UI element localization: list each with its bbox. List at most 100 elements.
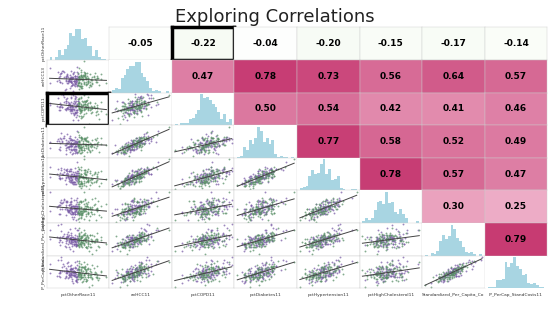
Point	[122, 270, 130, 275]
Point	[194, 239, 202, 244]
Point	[274, 259, 283, 264]
Point	[123, 147, 131, 152]
Point	[365, 273, 374, 278]
Point	[435, 276, 444, 281]
Point	[321, 209, 330, 214]
Point	[373, 236, 382, 242]
Point	[204, 208, 213, 213]
Point	[140, 99, 149, 104]
Point	[83, 108, 92, 113]
Point	[76, 174, 85, 179]
Point	[77, 245, 86, 250]
Point	[86, 148, 95, 154]
Point	[121, 202, 130, 207]
Point	[219, 142, 228, 147]
Point	[133, 141, 142, 146]
Point	[68, 273, 76, 278]
Point	[62, 271, 71, 276]
Point	[136, 138, 145, 143]
Point	[184, 217, 192, 223]
Point	[261, 277, 270, 282]
Point	[130, 203, 139, 208]
Point	[185, 274, 194, 279]
Point	[139, 209, 148, 214]
Point	[129, 173, 138, 178]
Point	[82, 102, 91, 108]
Point	[326, 199, 335, 204]
Point	[202, 172, 211, 177]
Point	[126, 175, 135, 181]
Point	[128, 105, 136, 110]
Point	[250, 209, 259, 214]
Point	[76, 171, 85, 176]
Point	[73, 71, 82, 77]
Point	[73, 217, 82, 222]
Point	[144, 198, 152, 203]
Point	[82, 269, 91, 274]
Point	[388, 223, 397, 228]
Point	[253, 197, 262, 202]
Point	[130, 107, 139, 112]
Point	[203, 263, 212, 269]
Point	[83, 241, 92, 246]
Point	[97, 237, 106, 242]
Point	[94, 169, 102, 174]
Point	[320, 232, 329, 237]
Point	[388, 237, 397, 242]
Point	[214, 167, 223, 172]
Point	[305, 239, 314, 244]
Point	[191, 147, 200, 152]
Point	[65, 207, 74, 213]
Point	[310, 212, 319, 217]
Point	[132, 139, 141, 144]
Point	[134, 177, 143, 182]
Point	[260, 239, 269, 244]
Point	[66, 178, 75, 183]
Point	[209, 139, 218, 144]
Point	[78, 279, 87, 284]
Point	[133, 175, 141, 180]
Point	[67, 241, 75, 246]
Point	[97, 269, 106, 274]
Point	[254, 238, 262, 243]
Point	[116, 107, 124, 112]
Point	[377, 272, 386, 277]
Point	[317, 245, 326, 250]
Point	[375, 244, 384, 249]
Point	[125, 174, 134, 179]
Point	[202, 209, 211, 214]
Point	[197, 271, 206, 277]
Point	[73, 209, 82, 214]
Point	[194, 150, 203, 155]
Point	[69, 144, 78, 149]
Point	[257, 279, 266, 284]
Point	[260, 174, 269, 179]
Point	[62, 207, 71, 213]
Point	[91, 109, 100, 114]
Point	[453, 264, 462, 270]
Point	[141, 202, 150, 207]
Point	[214, 140, 223, 146]
Point	[120, 152, 129, 157]
Point	[213, 138, 222, 144]
Point	[120, 180, 129, 185]
Point	[247, 203, 256, 208]
Point	[197, 146, 206, 151]
Point	[256, 172, 265, 177]
Point	[393, 279, 402, 284]
Point	[207, 201, 216, 206]
Point	[266, 234, 275, 239]
Point	[75, 174, 84, 179]
Point	[212, 211, 221, 216]
Point	[75, 275, 84, 280]
Point	[144, 267, 153, 272]
Point	[64, 244, 73, 250]
Point	[315, 241, 323, 246]
Point	[124, 106, 133, 111]
Point	[225, 228, 234, 233]
Point	[72, 177, 80, 183]
Point	[134, 106, 143, 111]
Point	[214, 175, 223, 180]
Point	[227, 254, 236, 260]
Point	[73, 273, 82, 279]
